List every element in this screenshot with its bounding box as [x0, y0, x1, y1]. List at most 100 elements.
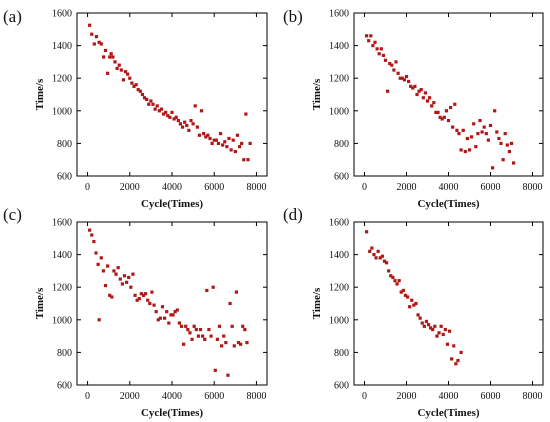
y-tick-label: 1600 [52, 9, 72, 20]
data-point [156, 318, 160, 322]
data-point [97, 318, 101, 322]
data-point [134, 83, 138, 87]
data-point [236, 341, 241, 345]
data-point [409, 84, 413, 88]
data-point [146, 298, 150, 302]
data-point [130, 81, 134, 85]
data-point [196, 334, 200, 338]
data-point [138, 89, 142, 93]
data-point [384, 261, 389, 265]
data-point [108, 293, 112, 297]
x-tick-label: 2000 [397, 182, 417, 193]
data-point [125, 280, 129, 284]
data-point [151, 102, 155, 106]
y-tick-label: 600 [57, 381, 72, 392]
data-point [390, 63, 394, 67]
data-point [164, 110, 168, 115]
data-point [237, 145, 242, 149]
data-point [509, 141, 514, 145]
data-point [211, 285, 215, 289]
data-point [407, 79, 411, 84]
y-tick-label: 1600 [329, 218, 349, 229]
data-point [408, 305, 412, 309]
x-tick-label: 4000 [162, 391, 182, 402]
x-tick-label: 0 [362, 391, 367, 402]
data-point [139, 292, 143, 296]
x-axis-title: Cycle(Times) [141, 407, 203, 419]
data-point [161, 112, 166, 116]
x-axis-title: Cycle(Times) [141, 198, 203, 210]
data-point [392, 68, 396, 72]
data-point [512, 161, 516, 165]
data-point [103, 283, 108, 288]
data-point [142, 96, 147, 100]
y-tick-label: 1400 [329, 41, 349, 52]
data-point [92, 42, 96, 46]
data-point [446, 118, 451, 123]
data-point [412, 303, 416, 307]
data-point [391, 275, 395, 280]
data-point [478, 118, 482, 123]
data-point [436, 110, 440, 115]
y-tick-label: 600 [57, 172, 72, 183]
data-point [88, 23, 92, 27]
data-point [119, 68, 123, 72]
data-point [209, 334, 213, 338]
data-point [480, 130, 484, 134]
data-point [431, 327, 435, 332]
data-point [90, 233, 94, 237]
data-point [381, 53, 385, 57]
data-point [461, 128, 465, 132]
data-point [153, 107, 157, 111]
data-point [116, 266, 120, 270]
data-point [184, 324, 188, 328]
data-point [378, 256, 382, 260]
data-point [221, 143, 225, 147]
data-point [180, 125, 185, 129]
data-point [465, 136, 469, 141]
data-point [470, 135, 474, 139]
data-point [449, 105, 453, 110]
data-point [128, 76, 132, 80]
x-tick-label: 4000 [162, 182, 182, 193]
data-point [195, 125, 199, 129]
data-point [459, 350, 463, 354]
y-tick-label: 1200 [329, 283, 349, 294]
data-point [127, 275, 131, 280]
chart-panel-1: 0 2000 4000 6000 8000 600 800 1000 1200 1400 1600 C… [3, 7, 268, 210]
data-point [152, 303, 156, 307]
data-point [439, 324, 443, 328]
data-point [160, 305, 165, 309]
data-point [387, 269, 391, 273]
data-point [484, 132, 488, 136]
x-tick-label: 0 [85, 182, 90, 193]
data-point [400, 76, 404, 80]
plot-frame [353, 221, 544, 386]
data-point [434, 110, 438, 115]
y-tick-label: 800 [57, 139, 72, 150]
data-point [155, 104, 159, 108]
data-point [137, 297, 141, 301]
data-point [433, 324, 437, 328]
data-point [227, 136, 231, 141]
data-point [411, 86, 415, 90]
y-axis-title: Time/s [311, 287, 323, 319]
data-point [426, 323, 431, 327]
y-tick-label: 1600 [52, 218, 72, 229]
data-point [141, 293, 146, 297]
data-point [441, 332, 445, 337]
data-point [244, 112, 248, 116]
x-tick-label: 0 [85, 391, 90, 402]
data-point [370, 246, 374, 250]
data-point [499, 141, 503, 145]
data-point [117, 63, 121, 67]
data-point [233, 149, 237, 154]
x-tick-label: 0 [362, 182, 367, 193]
data-point [472, 122, 476, 126]
y-axis-title: Time/s [34, 78, 46, 110]
data-point [223, 140, 227, 144]
data-point [188, 331, 192, 335]
y-tick-label: 1600 [329, 9, 349, 20]
data-point [234, 290, 238, 294]
